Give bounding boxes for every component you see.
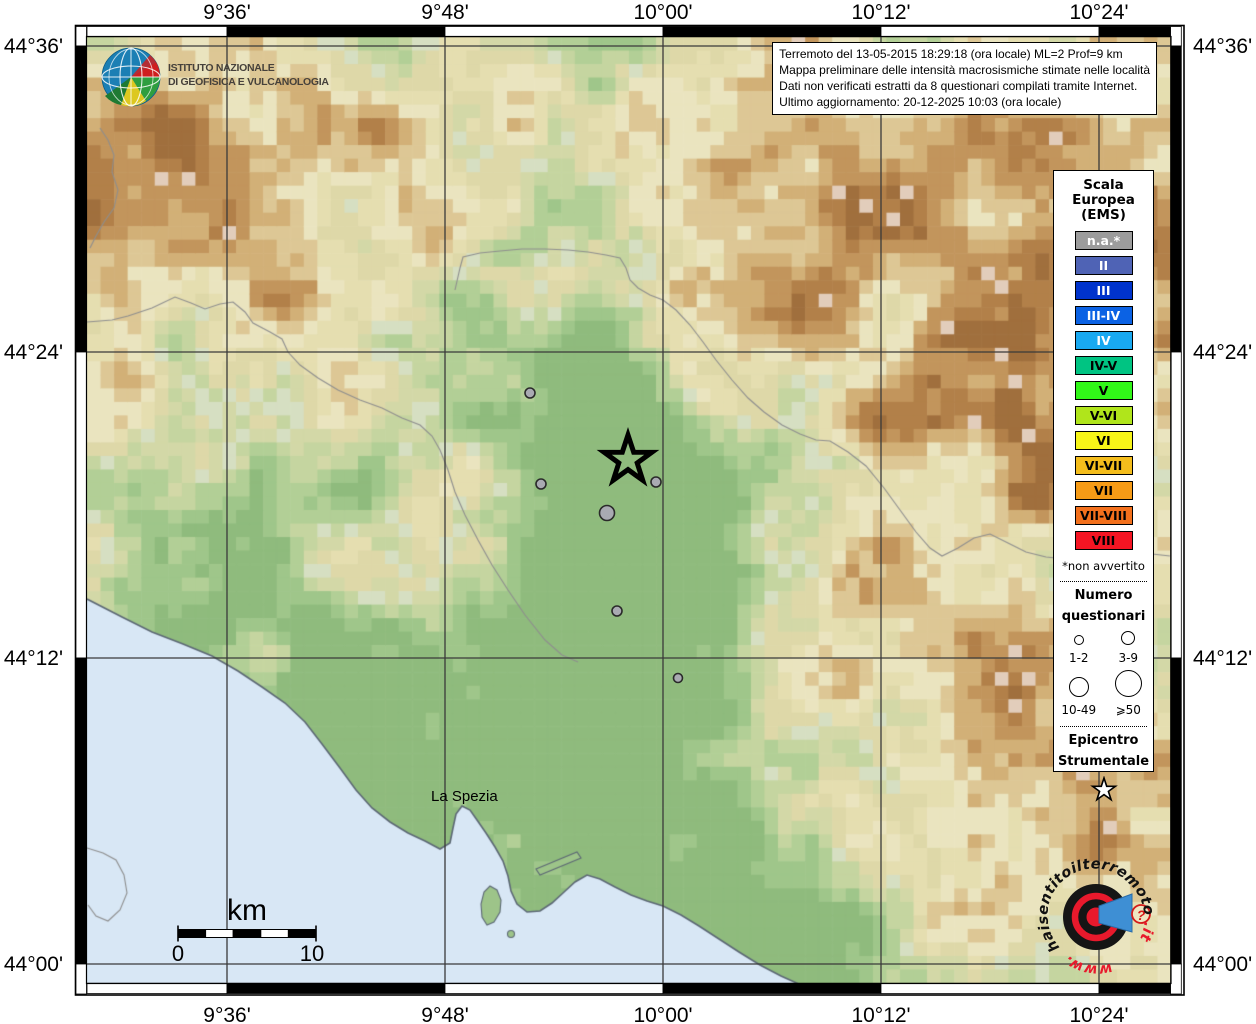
earthquake-info-box: Terremoto del 13-05-2015 18:29:18 (ora l… — [772, 42, 1157, 115]
epicenter-legend-title: Epicentro Strumentale — [1057, 733, 1150, 769]
legend-footnote: *non avvertito — [1062, 559, 1145, 573]
watermark-url-www: www. — [1061, 952, 1114, 978]
ems-swatch-II: II — [1074, 256, 1133, 275]
questionnaire-class-10-49: 10-49 — [1056, 677, 1102, 718]
axis-label-right-2: 44°12' — [1193, 647, 1252, 670]
legend-panel: Scala Europea (EMS) n.a.* II III III-IV IV IV… — [1053, 170, 1154, 802]
city-label-la-spezia: La Spezia — [431, 788, 498, 805]
ems-swatch-n.a.*: n.a.* — [1074, 231, 1133, 250]
questionnaire-class-label: 3-9 — [1118, 651, 1139, 665]
axis-label-bottom-0: 9°36' — [203, 1004, 250, 1024]
ems-swatch-III: III — [1074, 281, 1133, 300]
observation-point-3 — [598, 504, 616, 522]
scale-bar-min: 0 — [172, 941, 184, 966]
legend-divider — [1059, 581, 1148, 582]
watermark-url-it: .it — [1136, 921, 1157, 945]
questionnaire-circle-icon — [1068, 677, 1089, 697]
info-line-updated: Ultimo aggiornamento: 20-12-2025 10:03 (… — [779, 95, 1062, 109]
observation-point-1 — [535, 478, 547, 490]
ems-swatch-V-VI: V-VI — [1074, 406, 1133, 425]
axis-label-bottom-3: 10°12' — [851, 1004, 910, 1024]
megaphone-icon — [1098, 893, 1133, 933]
ems-swatch-IV: IV — [1074, 331, 1133, 350]
questionnaire-circle-icon — [1121, 631, 1136, 645]
axis-label-left-1: 44°24' — [4, 341, 63, 364]
epicenter-legend-star-icon — [1089, 776, 1118, 802]
axis-label-right-0: 44°36' — [1193, 35, 1252, 58]
axis-label-top-0: 9°36' — [203, 1, 250, 24]
scale-bar-max: 10 — [300, 941, 324, 966]
epicenter-star-icon — [596, 427, 660, 487]
axis-label-left-2: 44°12' — [4, 647, 63, 670]
haisentitoilterremoto-watermark-logo[interactable]: ? haisentitoilterremoto .it www. — [1035, 856, 1156, 978]
map-frame-outer — [74, 24, 1185, 996]
observation-points — [524, 387, 684, 684]
questionnaire-class-1-2: 1-2 — [1056, 635, 1102, 666]
axis-label-right-1: 44°24' — [1193, 341, 1252, 364]
axis-label-bottom-4: 10°24' — [1069, 1004, 1128, 1024]
questionnaire-class-label: ⩾50 — [1115, 703, 1141, 717]
axis-label-bottom-1: 9°48' — [421, 1004, 468, 1024]
info-line-event: Terremoto del 13-05-2015 18:29:18 (ora l… — [779, 47, 1123, 61]
ingv-logo-text-line2: DI GEOFISICA E VULCANOLOGIA — [168, 76, 329, 88]
axis-label-right-3: 44°00' — [1193, 953, 1252, 976]
axis-label-left-3: 44°00' — [4, 953, 63, 976]
info-line-data-source: Dati non verificati estratti da 8 questi… — [779, 79, 1138, 93]
axis-label-bottom-2: 10°00' — [633, 1004, 692, 1024]
observation-point-2 — [650, 476, 662, 488]
ems-swatch-VIII: VIII — [1074, 531, 1133, 550]
question-mark-glyph: ? — [1137, 907, 1146, 923]
ems-swatch-VII: VII — [1074, 481, 1133, 500]
ems-swatch-V: V — [1074, 381, 1133, 400]
axis-label-left-0: 44°36' — [4, 35, 63, 58]
questionnaire-size-row-large: 10-49 ⩾50 — [1054, 670, 1153, 718]
ems-swatch-IV-V: IV-V — [1074, 356, 1133, 375]
axis-label-top-1: 9°48' — [421, 1, 468, 24]
axis-label-top-2: 10°00' — [633, 1, 692, 24]
ems-swatch-III-IV: III-IV — [1074, 306, 1133, 325]
axis-label-top-4: 10°24' — [1069, 1, 1128, 24]
map-frame-checker-border — [75, 26, 1182, 995]
observation-point-0 — [524, 387, 536, 399]
axis-label-top-3: 10°12' — [851, 1, 910, 24]
observation-point-5 — [672, 672, 684, 684]
ems-swatch-VI-VII: VI-VII — [1074, 456, 1133, 475]
questionnaire-class-⩾50: ⩾50 — [1105, 670, 1151, 718]
questionnaire-size-row-small: 1-2 3-9 — [1054, 631, 1153, 666]
questionnaire-class-3-9: 3-9 — [1105, 631, 1151, 666]
info-line-map-type: Mappa preliminare delle intensità macros… — [779, 63, 1150, 77]
questionnaire-circle-icon — [1114, 670, 1142, 697]
questionnaire-circle-icon — [1073, 635, 1084, 645]
observation-point-4 — [611, 605, 623, 617]
ingv-logo-text-line1: ISTITUTO NAZIONALE — [168, 62, 275, 74]
questionnaire-legend-title: Numero questionari — [1061, 588, 1146, 624]
scale-bar: km 0 10 — [172, 894, 324, 966]
questionnaire-class-label: 1-2 — [1068, 651, 1089, 665]
ems-swatch-VII-VIII: VII-VIII — [1074, 506, 1133, 525]
ems-intensity-scale: n.a.* II III III-IV IV IV-V V V-VI VI VI-VII VII VI… — [1054, 231, 1153, 550]
terrain-basemap — [87, 37, 1171, 983]
scale-bar-unit: km — [227, 894, 267, 927]
legend-title: Scala Europea (EMS) — [1072, 177, 1135, 223]
graticule-lines — [87, 37, 1170, 983]
ems-swatch-VI: VI — [1074, 431, 1133, 450]
legend-divider — [1059, 726, 1148, 727]
question-mark-icon — [1131, 904, 1151, 924]
ingv-globe-icon — [101, 47, 161, 107]
axis-labels: 9°36' 9°48' 10°00' 10°12' 10°24' 9°36' 9°48' 10… — [4, 1, 1252, 1024]
ingv-logo: ISTITUTO NAZIONALE DI GEOFISICA E VULCAN… — [101, 47, 330, 107]
questionnaire-class-label: 10-49 — [1061, 703, 1097, 717]
map-frame-inner — [85, 35, 1172, 985]
